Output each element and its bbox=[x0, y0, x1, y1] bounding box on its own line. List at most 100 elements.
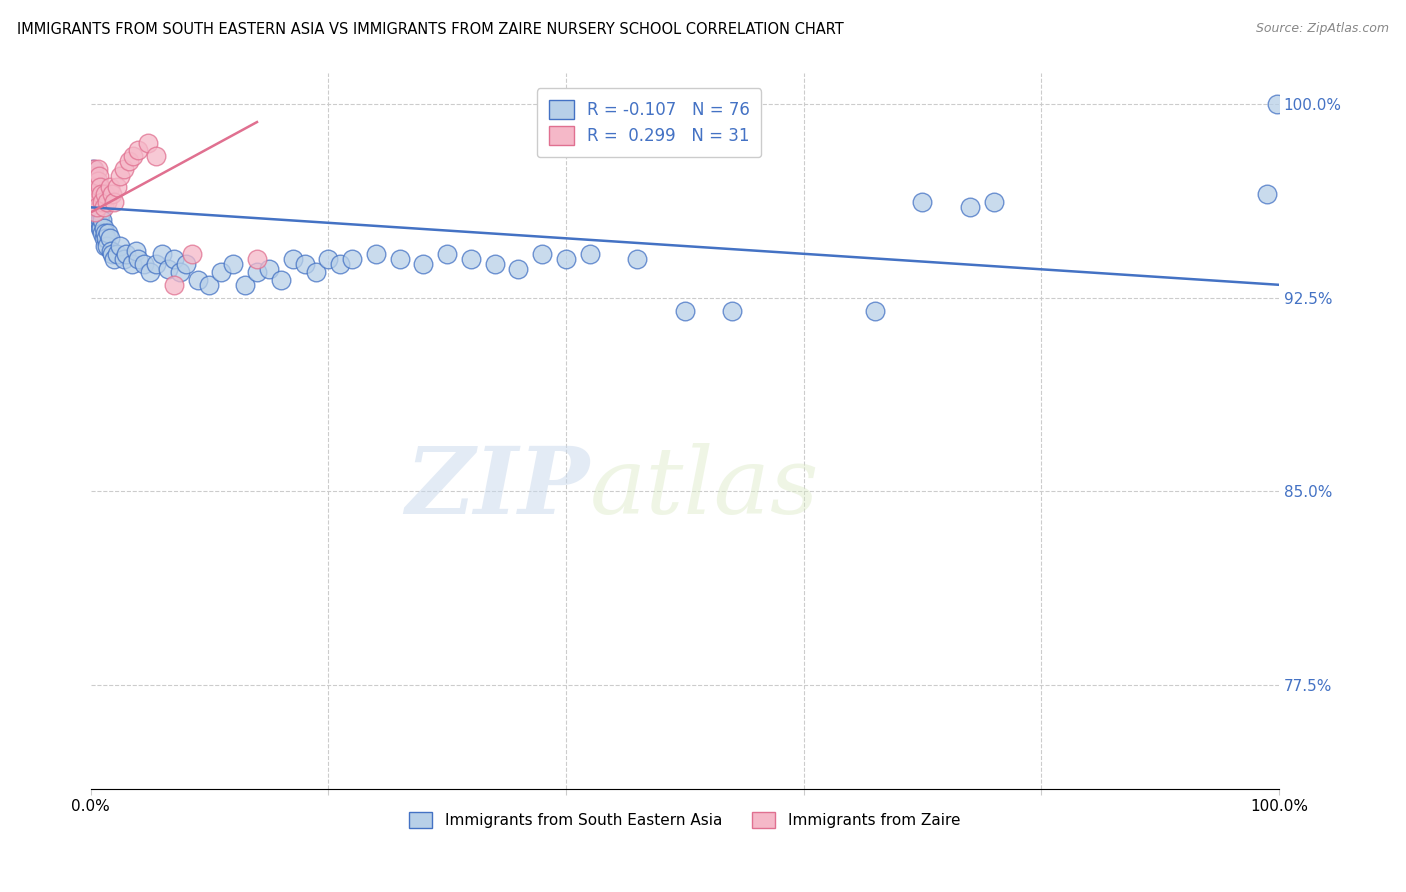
Text: IMMIGRANTS FROM SOUTH EASTERN ASIA VS IMMIGRANTS FROM ZAIRE NURSERY SCHOOL CORRE: IMMIGRANTS FROM SOUTH EASTERN ASIA VS IM… bbox=[17, 22, 844, 37]
Point bbox=[174, 257, 197, 271]
Text: atlas: atlas bbox=[589, 443, 820, 533]
Point bbox=[103, 195, 125, 210]
Point bbox=[436, 247, 458, 261]
Point bbox=[983, 195, 1005, 210]
Point bbox=[101, 247, 124, 261]
Point bbox=[139, 265, 162, 279]
Point bbox=[673, 303, 696, 318]
Point bbox=[145, 257, 167, 271]
Point bbox=[163, 277, 186, 292]
Point bbox=[90, 205, 112, 219]
Point bbox=[222, 257, 245, 271]
Point bbox=[626, 252, 648, 266]
Point bbox=[97, 226, 120, 240]
Point bbox=[911, 195, 934, 210]
Point bbox=[150, 247, 173, 261]
Point bbox=[83, 179, 105, 194]
Point bbox=[87, 174, 110, 188]
Point bbox=[93, 221, 115, 235]
Point bbox=[233, 277, 256, 292]
Point bbox=[329, 257, 352, 271]
Point bbox=[87, 213, 110, 227]
Point bbox=[305, 265, 328, 279]
Point bbox=[91, 226, 114, 240]
Point bbox=[531, 247, 554, 261]
Point bbox=[90, 187, 112, 202]
Point bbox=[1256, 187, 1278, 202]
Point bbox=[136, 136, 159, 150]
Point bbox=[93, 231, 115, 245]
Point bbox=[91, 213, 114, 227]
Point bbox=[863, 303, 886, 318]
Point bbox=[112, 252, 135, 266]
Point bbox=[117, 153, 139, 168]
Point bbox=[87, 161, 110, 176]
Point bbox=[101, 187, 124, 202]
Point bbox=[91, 195, 114, 210]
Point bbox=[86, 193, 108, 207]
Point bbox=[110, 239, 132, 253]
Legend: Immigrants from South Eastern Asia, Immigrants from Zaire: Immigrants from South Eastern Asia, Immi… bbox=[404, 806, 966, 835]
Point bbox=[84, 172, 107, 186]
Point bbox=[100, 244, 122, 259]
Point bbox=[180, 247, 202, 261]
Point bbox=[257, 262, 280, 277]
Point bbox=[105, 179, 128, 194]
Point bbox=[132, 257, 155, 271]
Point bbox=[103, 252, 125, 266]
Point bbox=[82, 169, 104, 184]
Point bbox=[209, 265, 232, 279]
Point bbox=[388, 252, 411, 266]
Point bbox=[94, 226, 117, 240]
Point bbox=[94, 187, 117, 202]
Text: ZIP: ZIP bbox=[405, 443, 589, 533]
Point bbox=[98, 231, 121, 245]
Point bbox=[112, 161, 135, 176]
Point bbox=[87, 205, 110, 219]
Point bbox=[86, 205, 108, 219]
Point bbox=[96, 239, 118, 253]
Point bbox=[187, 272, 209, 286]
Point bbox=[127, 252, 149, 266]
Point bbox=[82, 161, 104, 176]
Point bbox=[121, 257, 143, 271]
Point bbox=[508, 262, 530, 277]
Point bbox=[281, 252, 304, 266]
Point bbox=[198, 277, 221, 292]
Point bbox=[87, 195, 110, 210]
Point bbox=[270, 272, 292, 286]
Point bbox=[89, 179, 111, 194]
Point bbox=[89, 221, 111, 235]
Point bbox=[115, 247, 138, 261]
Point bbox=[169, 265, 191, 279]
Point bbox=[80, 179, 103, 194]
Point bbox=[86, 200, 108, 214]
Point bbox=[721, 303, 744, 318]
Point bbox=[125, 244, 148, 259]
Point bbox=[1265, 97, 1288, 112]
Point bbox=[89, 213, 111, 227]
Point bbox=[93, 200, 115, 214]
Point bbox=[294, 257, 316, 271]
Point bbox=[94, 231, 117, 245]
Point bbox=[578, 247, 600, 261]
Point bbox=[156, 262, 179, 277]
Point bbox=[87, 200, 110, 214]
Point bbox=[412, 257, 434, 271]
Point bbox=[145, 148, 167, 162]
Point bbox=[316, 252, 339, 266]
Point bbox=[246, 265, 269, 279]
Point bbox=[364, 247, 387, 261]
Point bbox=[98, 179, 121, 194]
Point bbox=[84, 205, 107, 219]
Point bbox=[96, 195, 118, 210]
Text: Source: ZipAtlas.com: Source: ZipAtlas.com bbox=[1256, 22, 1389, 36]
Point bbox=[246, 252, 269, 266]
Point bbox=[484, 257, 506, 271]
Point bbox=[340, 252, 363, 266]
Point bbox=[460, 252, 482, 266]
Point bbox=[83, 169, 105, 184]
Point bbox=[84, 195, 107, 210]
Point bbox=[127, 144, 149, 158]
Point bbox=[86, 187, 108, 202]
